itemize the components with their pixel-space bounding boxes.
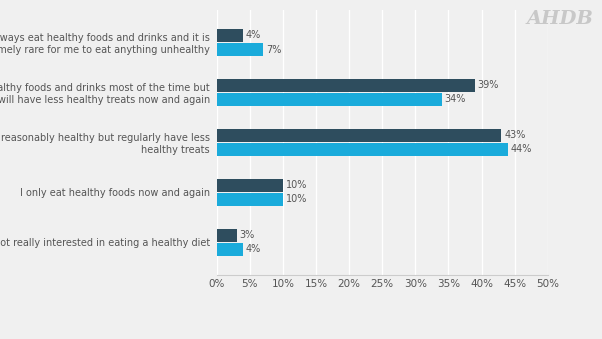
Text: 10%: 10%	[285, 194, 307, 204]
Bar	[217, 93, 442, 106]
Bar	[217, 143, 508, 156]
Bar	[217, 229, 237, 242]
Text: 10%: 10%	[285, 180, 307, 190]
Bar	[217, 43, 263, 56]
Text: 3%: 3%	[239, 230, 255, 240]
Text: 4%: 4%	[246, 244, 261, 254]
Bar	[217, 243, 243, 256]
Bar	[217, 129, 501, 142]
Bar	[217, 79, 475, 92]
Text: 4%: 4%	[246, 31, 261, 40]
Bar	[217, 179, 283, 192]
Text: AHDB: AHDB	[526, 10, 593, 28]
Text: 44%: 44%	[510, 144, 532, 155]
Bar	[217, 193, 283, 206]
Text: 39%: 39%	[477, 80, 499, 91]
Text: 7%: 7%	[265, 44, 281, 55]
Text: 43%: 43%	[504, 130, 526, 140]
Bar	[217, 29, 243, 42]
Text: 34%: 34%	[444, 95, 466, 104]
